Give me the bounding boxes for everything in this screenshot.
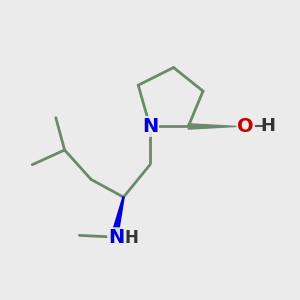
Text: O: O [237, 117, 254, 136]
Text: N: N [108, 228, 124, 247]
Text: N: N [142, 117, 158, 136]
Text: H: H [125, 229, 139, 247]
Polygon shape [112, 197, 124, 236]
Polygon shape [188, 124, 237, 129]
Text: H: H [260, 117, 275, 135]
